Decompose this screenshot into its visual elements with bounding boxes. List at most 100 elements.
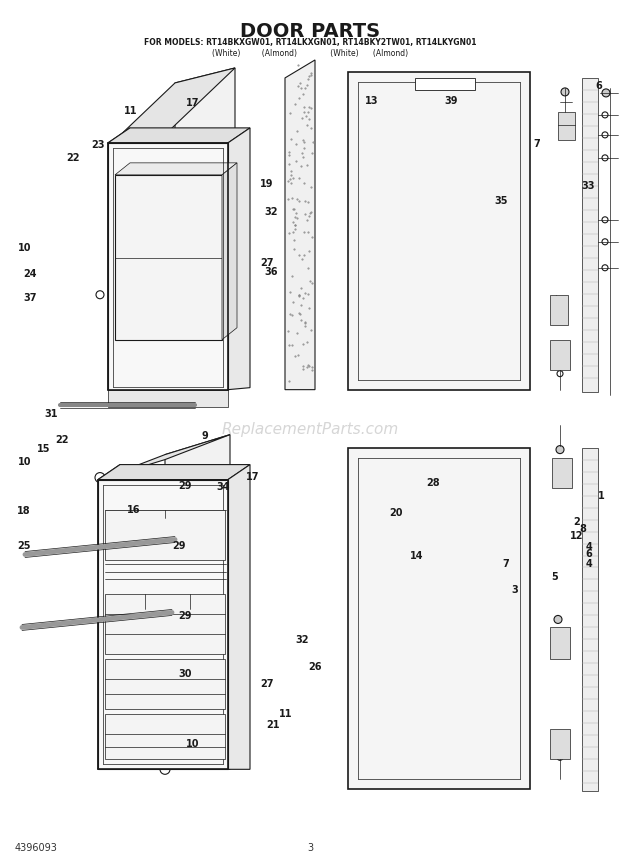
Circle shape [602, 239, 608, 245]
Text: 17: 17 [185, 98, 199, 108]
Text: 14: 14 [410, 551, 423, 561]
Text: FOR MODELS: RT14BKXGW01, RT14LKXGN01, RT14BKY2TW01, RT14LKYGN01: FOR MODELS: RT14BKXGW01, RT14LKXGN01, RT… [144, 38, 476, 47]
Polygon shape [415, 78, 475, 90]
Text: 4: 4 [586, 560, 592, 569]
Text: (White)         (Almond)              (White)      (Almond): (White) (Almond) (White) (Almond) [212, 49, 408, 58]
Text: 13: 13 [365, 96, 379, 106]
Text: 16: 16 [126, 505, 140, 514]
Circle shape [556, 446, 564, 454]
Polygon shape [110, 68, 235, 145]
Circle shape [602, 89, 610, 97]
Text: 12: 12 [570, 532, 583, 541]
Circle shape [602, 132, 608, 138]
Text: 6: 6 [595, 80, 601, 91]
Text: 10: 10 [18, 243, 32, 253]
Text: 4: 4 [586, 543, 592, 552]
Polygon shape [105, 659, 225, 710]
Circle shape [557, 371, 563, 377]
Text: 34: 34 [216, 483, 230, 492]
Polygon shape [550, 294, 568, 324]
Text: 24: 24 [23, 269, 37, 279]
Text: 33: 33 [581, 181, 595, 192]
Text: 10: 10 [185, 739, 199, 749]
Text: 26: 26 [308, 662, 322, 672]
Polygon shape [115, 163, 237, 175]
Circle shape [355, 526, 361, 533]
Text: 31: 31 [44, 409, 58, 419]
Text: 3: 3 [307, 843, 313, 853]
Text: 27: 27 [260, 679, 273, 689]
Circle shape [355, 152, 361, 158]
Polygon shape [348, 448, 530, 789]
Polygon shape [108, 128, 250, 143]
Polygon shape [100, 435, 230, 479]
Circle shape [516, 696, 523, 703]
Text: 15: 15 [37, 444, 50, 454]
Polygon shape [98, 465, 120, 770]
Text: 7: 7 [533, 139, 539, 149]
Polygon shape [175, 68, 235, 384]
Circle shape [95, 473, 105, 483]
Text: 3: 3 [512, 586, 518, 595]
Text: DOOR PARTS: DOOR PARTS [240, 22, 380, 41]
Text: 6: 6 [586, 550, 592, 559]
Text: 9: 9 [202, 431, 208, 441]
Text: 25: 25 [17, 541, 30, 550]
Circle shape [563, 129, 569, 135]
Text: 27: 27 [260, 259, 273, 269]
Polygon shape [582, 448, 598, 791]
Polygon shape [105, 715, 225, 759]
Text: 36: 36 [265, 267, 278, 277]
Circle shape [557, 646, 563, 652]
Polygon shape [550, 340, 570, 370]
Text: 1: 1 [598, 491, 604, 501]
Circle shape [355, 306, 361, 313]
Circle shape [602, 265, 608, 270]
Circle shape [557, 754, 563, 760]
Polygon shape [348, 72, 530, 389]
Circle shape [355, 696, 361, 703]
Circle shape [516, 526, 523, 533]
Polygon shape [165, 435, 230, 770]
Polygon shape [98, 465, 250, 479]
Circle shape [557, 740, 563, 746]
Circle shape [220, 157, 230, 167]
Text: 29: 29 [172, 541, 185, 550]
Text: 4396093: 4396093 [15, 843, 58, 853]
Circle shape [559, 477, 565, 483]
Text: 29: 29 [178, 611, 192, 621]
Text: 39: 39 [445, 96, 458, 106]
Polygon shape [105, 509, 225, 560]
Circle shape [110, 380, 120, 389]
Polygon shape [98, 479, 228, 770]
Circle shape [557, 633, 563, 639]
Polygon shape [552, 458, 572, 488]
Polygon shape [228, 128, 250, 389]
Polygon shape [550, 729, 570, 759]
Polygon shape [582, 78, 598, 392]
Circle shape [554, 615, 562, 623]
Circle shape [96, 291, 104, 299]
Circle shape [602, 217, 608, 223]
Text: 10: 10 [18, 457, 32, 467]
Polygon shape [550, 627, 570, 659]
Circle shape [516, 152, 523, 158]
Text: 2: 2 [574, 517, 580, 526]
Polygon shape [228, 465, 250, 770]
Text: 29: 29 [178, 481, 192, 490]
Polygon shape [285, 60, 315, 389]
Text: 17: 17 [246, 473, 260, 482]
Text: 23: 23 [91, 140, 105, 151]
Text: 28: 28 [426, 479, 440, 488]
Circle shape [160, 764, 170, 775]
Polygon shape [108, 128, 130, 389]
Circle shape [561, 88, 569, 96]
Polygon shape [108, 389, 228, 407]
Text: 8: 8 [579, 524, 587, 533]
Circle shape [516, 306, 523, 313]
Text: 22: 22 [55, 436, 69, 445]
Text: 21: 21 [266, 720, 280, 730]
Polygon shape [222, 163, 237, 340]
Text: 11: 11 [278, 709, 292, 719]
Polygon shape [115, 175, 222, 340]
